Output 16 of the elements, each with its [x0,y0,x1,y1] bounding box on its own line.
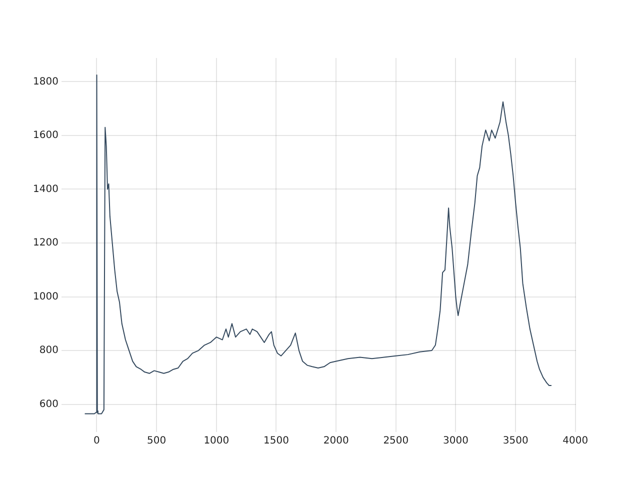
x-tick-label: 2000 [323,436,349,447]
x-tick-label: 3500 [502,436,528,447]
x-tick-label: 1000 [204,436,230,447]
y-tick-label: 600 [39,398,58,410]
x-tick-label: 3000 [443,436,468,447]
x-tick-label: 0 [94,436,100,447]
y-tick-label: 1000 [32,291,58,302]
x-tick-label: 1500 [264,436,289,447]
y-tick-label: 800 [39,345,58,356]
x-tick-label: 2500 [383,436,409,447]
x-tick-label: 4000 [562,436,588,447]
x-tick-label: 500 [147,436,166,447]
y-tick-label: 1600 [32,130,58,142]
y-tick-label: 1400 [32,184,58,195]
y-tick-label: 1200 [32,238,58,249]
y-tick-label: 1800 [32,76,58,88]
